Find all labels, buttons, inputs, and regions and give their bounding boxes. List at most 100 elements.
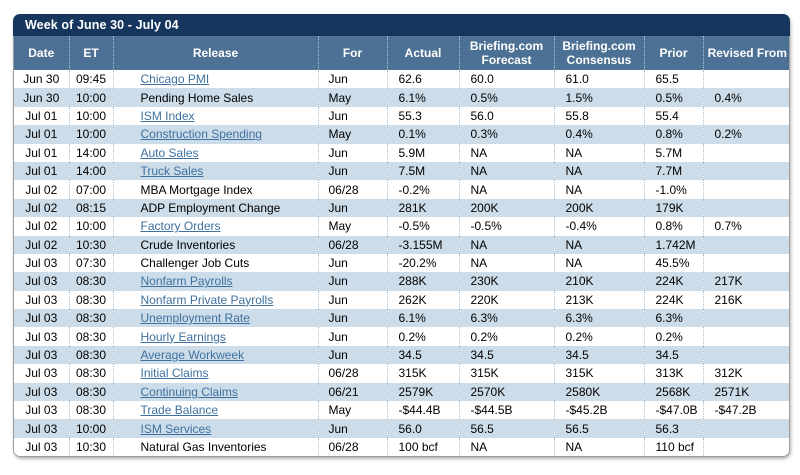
cell-prior: 110 bcf <box>643 437 703 457</box>
cell-forecast: 0.2% <box>458 327 554 346</box>
release-link[interactable]: Average Workweek <box>140 348 245 363</box>
cell-for: May <box>317 217 387 236</box>
release-link[interactable]: Initial Claims <box>140 366 209 381</box>
cell-release: Trade Balance <box>112 401 318 420</box>
cell-actual: -0.5% <box>386 217 459 236</box>
table-row: Jul 01 14:00 Auto Sales Jun 5.9M NA NA 5.7M <box>14 143 789 162</box>
cell-actual: 5.9M <box>386 143 459 162</box>
cell-forecast: 6.3% <box>458 309 554 328</box>
cell-forecast: 315K <box>458 364 554 383</box>
cell-et: 08:30 <box>68 309 113 328</box>
cell-consensus: 200K <box>553 198 644 218</box>
cell-forecast: 220K <box>458 290 554 310</box>
cell-release: Continuing Claims <box>112 382 318 402</box>
cell-et: 09:45 <box>68 70 113 89</box>
release-link[interactable]: Hourly Earnings <box>140 329 226 344</box>
table-row: Jul 01 10:00 ISM Index Jun 55.3 56.0 55.8 55.4 <box>14 106 789 126</box>
cell-date: Jul 03 <box>25 329 58 344</box>
release-link[interactable]: Trade Balance <box>140 403 219 418</box>
release-link[interactable]: ISM Index <box>140 108 195 123</box>
table-row: Jun 30 10:00 Pending Home Sales May 6.1% 0.5%… <box>14 88 789 107</box>
release-link[interactable]: Auto Sales <box>140 145 199 160</box>
cell-for: 06/28 <box>317 364 387 383</box>
calendar-table-wrapper: Date ET Release For Actual Briefing.com … <box>13 36 790 458</box>
column-header-revised: Revised From <box>702 36 789 70</box>
cell-prior: 45.5% <box>643 253 703 273</box>
cell-consensus: 0.4% <box>553 125 644 144</box>
cell-for: Jun <box>317 309 387 328</box>
cell-actual: 7.5M <box>386 161 459 181</box>
cell-revised <box>702 309 789 328</box>
cell-revised <box>702 143 789 162</box>
cell-revised <box>702 180 789 199</box>
cell-date: Jun 30 <box>23 90 60 105</box>
cell-consensus: NA <box>553 161 644 181</box>
release-link[interactable]: Nonfarm Payrolls <box>140 274 233 289</box>
cell-et: 07:00 <box>68 180 113 199</box>
cell-et: 07:30 <box>68 253 113 273</box>
cell-consensus: 2580K <box>553 382 644 402</box>
cell-prior: 0.8% <box>643 125 703 144</box>
release-link[interactable]: Construction Spending <box>140 127 262 142</box>
cell-et: 10:00 <box>68 106 113 126</box>
cell-actual: -0.2% <box>386 180 459 199</box>
cell-prior: 179K <box>643 198 703 218</box>
column-header-release: Release <box>112 36 318 70</box>
cell-forecast: 0.5% <box>458 88 554 107</box>
cell-for: 06/28 <box>317 437 387 457</box>
cell-consensus: NA <box>553 143 644 162</box>
cell-actual: -20.2% <box>386 253 459 273</box>
cell-release: MBA Mortgage Index <box>112 180 318 199</box>
cell-actual: 6.1% <box>386 309 459 328</box>
release-link[interactable]: Unemployment Rate <box>140 311 250 326</box>
cell-et: 14:00 <box>68 143 113 162</box>
release-link[interactable]: ISM Services <box>140 421 212 436</box>
release-link[interactable]: Truck Sales <box>140 164 204 179</box>
cell-actual: 62.6 <box>386 70 459 89</box>
cell-prior: 2568K <box>643 382 703 402</box>
cell-et: 08:30 <box>68 290 113 310</box>
cell-release: Challenger Job Cuts <box>112 253 318 273</box>
cell-prior: 1.742M <box>643 235 703 254</box>
release-link[interactable]: Nonfarm Private Payrolls <box>140 292 274 307</box>
cell-forecast: NA <box>458 235 554 254</box>
cell-consensus: 55.8 <box>553 106 644 126</box>
cell-date: Jul 02 <box>25 182 58 197</box>
cell-forecast: 230K <box>458 272 554 291</box>
cell-for: Jun <box>317 327 387 346</box>
week-title: Week of June 30 - July 04 <box>25 18 179 32</box>
cell-revised: 2571K <box>702 382 789 402</box>
cell-actual: 0.2% <box>386 327 459 346</box>
cell-revised <box>702 345 789 365</box>
cell-release: Pending Home Sales <box>112 88 318 107</box>
release-link[interactable]: Chicago PMI <box>140 72 210 87</box>
cell-date: Jul 02 <box>25 237 58 252</box>
column-header-forecast: Briefing.com Forecast <box>458 36 554 70</box>
cell-for: Jun <box>317 106 387 126</box>
release-link[interactable]: Factory Orders <box>140 219 221 234</box>
cell-revised <box>702 235 789 254</box>
cell-for: 06/21 <box>317 382 387 402</box>
cell-release: ISM Services <box>112 419 318 438</box>
economic-calendar-panel: Week of June 30 - July 04 Date ET Releas… <box>13 14 790 458</box>
cell-revised <box>702 106 789 126</box>
cell-release: Chicago PMI <box>112 70 318 89</box>
column-header-prior: Prior <box>643 36 703 70</box>
column-header-consensus: Briefing.com Consensus <box>553 36 644 70</box>
cell-consensus: NA <box>553 235 644 254</box>
release-link[interactable]: Continuing Claims <box>140 384 238 399</box>
cell-date: Jul 03 <box>25 421 58 436</box>
cell-date: Jun 30 <box>23 72 60 87</box>
cell-date: Jul 03 <box>25 256 58 271</box>
cell-actual: 2579K <box>386 382 459 402</box>
cell-for: Jun <box>317 161 387 181</box>
cell-for: May <box>317 401 387 420</box>
cell-forecast: NA <box>458 437 554 457</box>
cell-date: Jul 01 <box>25 145 58 160</box>
cell-prior: -1.0% <box>643 180 703 199</box>
cell-for: Jun <box>317 345 387 365</box>
table-row: Jul 03 08:30 Continuing Claims 06/21 2579K 25… <box>14 382 789 402</box>
table-row: Jul 03 08:30 Trade Balance May -$44.4B -$44.5… <box>14 401 789 420</box>
cell-revised: 0.2% <box>702 125 789 144</box>
cell-revised: 0.4% <box>702 88 789 107</box>
